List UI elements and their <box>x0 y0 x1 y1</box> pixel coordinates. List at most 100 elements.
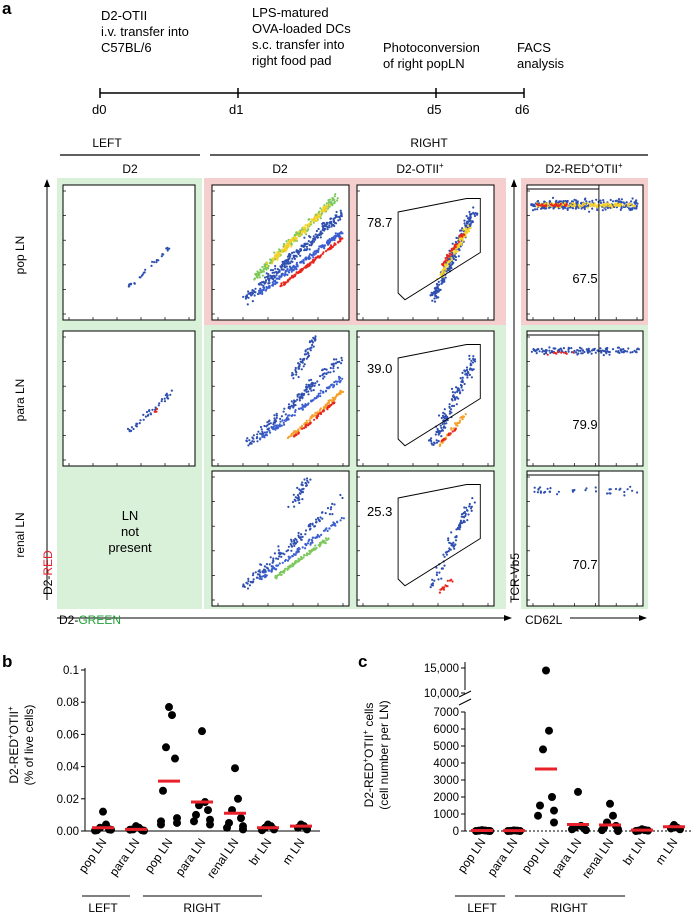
event-dot <box>448 403 451 406</box>
event-dot <box>281 570 284 574</box>
event-dot <box>153 261 156 264</box>
event-dot <box>128 430 131 433</box>
chart-c-ylabel2: (cell number per LN) <box>377 700 391 809</box>
event-dot <box>263 431 267 434</box>
event-dot <box>333 198 336 201</box>
event-dot <box>459 391 462 394</box>
event-dot <box>328 226 331 229</box>
event-dot <box>293 237 296 240</box>
event-dot <box>557 207 560 210</box>
plot-cd62l-0-ticks <box>527 190 638 320</box>
event-dot <box>289 240 292 243</box>
event-dot <box>569 203 572 206</box>
data-point <box>237 814 245 823</box>
event-dot <box>303 478 306 481</box>
event-dot <box>246 303 249 306</box>
event-dot <box>326 529 329 533</box>
event-dot <box>306 552 309 555</box>
plot-otii-2-events <box>429 497 476 594</box>
event-dot <box>575 203 579 206</box>
event-dot <box>307 263 310 266</box>
event-dot <box>580 202 583 205</box>
event-dot <box>434 287 437 290</box>
event-dot <box>259 425 263 429</box>
event-dot <box>473 501 476 504</box>
event-dot <box>261 292 264 295</box>
header-left-d2: D2 <box>122 162 138 176</box>
event-dot <box>340 516 343 520</box>
data-point <box>239 825 247 834</box>
event-dot <box>437 280 440 283</box>
step-d5-line2: of right popLN <box>383 56 465 71</box>
chart-c-marks: 0 1000 2000 3000 4000 5000 6000 7000 10,000 15,00… <box>424 663 685 881</box>
event-dot <box>323 229 326 232</box>
event-dot <box>314 547 317 551</box>
event-dot <box>319 236 322 239</box>
step-d1-line3: s.c. transfer into <box>252 37 344 52</box>
event-dot <box>264 279 268 282</box>
event-dot <box>308 222 311 225</box>
event-dot <box>268 569 271 572</box>
event-dot <box>448 252 452 255</box>
event-dot <box>316 535 319 538</box>
event-dot <box>263 276 267 279</box>
event-dot <box>284 273 287 276</box>
event-dot <box>465 509 469 512</box>
event-dot <box>626 203 630 206</box>
event-dot <box>305 353 308 356</box>
event-dot <box>295 373 298 376</box>
event-dot <box>602 201 605 204</box>
event-dot <box>279 417 282 420</box>
event-dot <box>544 490 547 493</box>
event-dot <box>311 523 314 526</box>
event-dot <box>339 237 342 241</box>
event-dot <box>631 351 634 354</box>
event-dot <box>464 235 467 238</box>
event-dot <box>307 481 310 484</box>
event-dot <box>301 484 304 487</box>
event-dot <box>548 349 551 352</box>
event-dot <box>322 244 325 247</box>
event-dot <box>577 203 580 206</box>
event-dot <box>448 255 451 258</box>
event-dot <box>332 358 336 361</box>
event-dot <box>329 371 332 374</box>
event-dot <box>571 207 575 210</box>
event-dot <box>591 199 594 202</box>
event-dot <box>626 488 629 491</box>
event-dot <box>301 408 304 411</box>
event-dot <box>306 403 310 406</box>
event-dot <box>280 275 283 278</box>
event-dot <box>312 221 315 224</box>
event-dot <box>328 513 331 516</box>
event-dot <box>297 367 301 370</box>
data-point <box>99 807 107 816</box>
event-dot <box>268 429 271 432</box>
event-dot <box>464 413 467 416</box>
event-dot <box>448 410 451 413</box>
event-dot <box>302 262 305 265</box>
event-dot <box>535 352 538 355</box>
event-dot <box>288 255 292 258</box>
event-dot <box>295 371 298 374</box>
y-tick-label: 5000 <box>433 741 459 753</box>
event-dot <box>243 585 246 589</box>
event-dot <box>314 252 317 255</box>
event-dot <box>301 481 304 484</box>
event-dot <box>465 366 469 369</box>
event-dot <box>310 385 313 388</box>
data-point <box>550 806 558 815</box>
event-dot <box>328 224 331 227</box>
event-dot <box>305 544 308 547</box>
not-present-line2: not <box>121 524 139 539</box>
y-tick-label: 0 <box>453 826 459 838</box>
event-dot <box>435 430 438 433</box>
event-dot <box>313 414 316 417</box>
event-dot <box>337 393 340 396</box>
event-dot <box>308 248 311 251</box>
event-dot <box>325 368 328 371</box>
event-dot <box>438 430 441 433</box>
plot-otii-0 <box>356 184 495 321</box>
event-dot <box>274 258 277 261</box>
event-dot <box>438 571 441 574</box>
